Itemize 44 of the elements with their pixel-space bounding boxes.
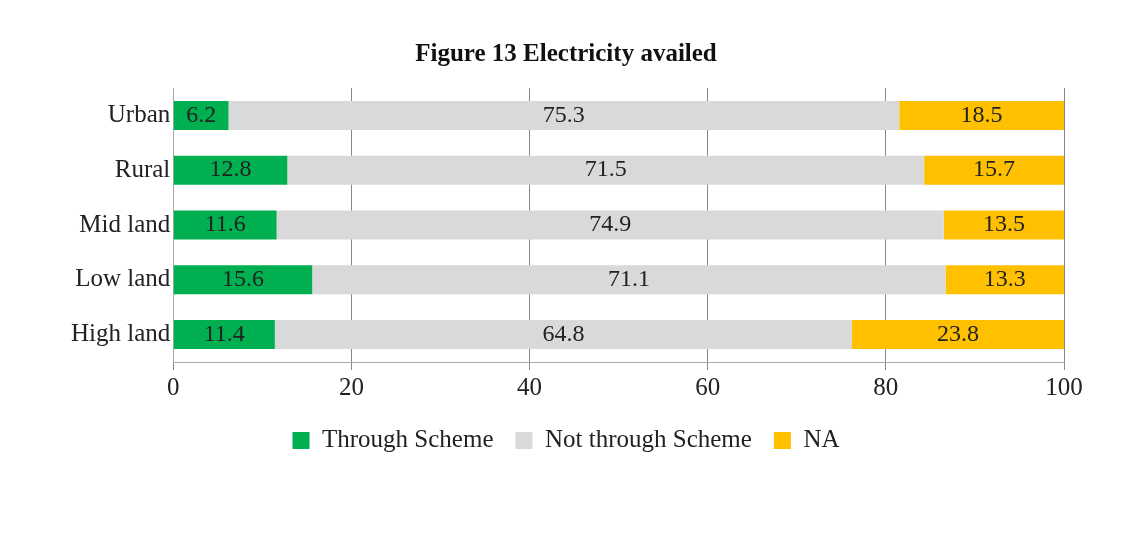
y-tick-label: Mid land: [79, 209, 171, 237]
bar: [173, 265, 313, 295]
data-label: 12.8: [209, 155, 252, 182]
x-tick-label: 40: [517, 372, 543, 400]
legend-label: NA: [803, 425, 840, 453]
x-tick-label: 60: [695, 372, 721, 400]
data-label: 18.5: [960, 100, 1003, 127]
bar: [852, 320, 1064, 350]
x-tick-label: 100: [1045, 372, 1083, 400]
data-label: 13.5: [982, 210, 1025, 237]
x-tick-label: 80: [873, 372, 899, 400]
bar: [943, 210, 1064, 240]
data-label: 71.1: [607, 265, 650, 292]
bar: [274, 320, 853, 350]
bar: [924, 155, 1064, 185]
y-tick-label: Urban: [107, 99, 171, 127]
y-tick-label: Rural: [114, 154, 171, 182]
bar: [173, 320, 275, 350]
x-tick-label: 0: [167, 372, 180, 400]
data-label: 11.6: [204, 210, 246, 237]
bar: [173, 155, 288, 185]
data-label: 11.4: [203, 319, 245, 346]
bar: [173, 210, 277, 240]
bar: [287, 155, 925, 185]
bar: [899, 100, 1064, 130]
legend-label: Through Scheme: [322, 425, 494, 453]
data-label: 6.2: [186, 100, 217, 127]
data-label: 71.5: [584, 155, 627, 182]
bar: [312, 265, 946, 295]
data-label: 64.8: [542, 319, 585, 346]
data-label: 75.3: [542, 100, 585, 127]
data-label: 15.6: [222, 265, 265, 292]
x-tick-label: 20: [338, 372, 364, 400]
data-label: 13.3: [983, 265, 1026, 292]
y-tick-label: Low land: [75, 264, 171, 292]
y-tick-label: High land: [71, 319, 171, 347]
data-label: 74.9: [589, 210, 632, 237]
bar: [228, 100, 900, 130]
bar: [276, 210, 944, 240]
data-label: 15.7: [973, 155, 1016, 182]
bar: [945, 265, 1064, 295]
legend-label: Not through Scheme: [544, 425, 752, 453]
data-label: 23.8: [937, 319, 980, 346]
chart-title: Figure 13 Electricity availed: [415, 39, 717, 67]
